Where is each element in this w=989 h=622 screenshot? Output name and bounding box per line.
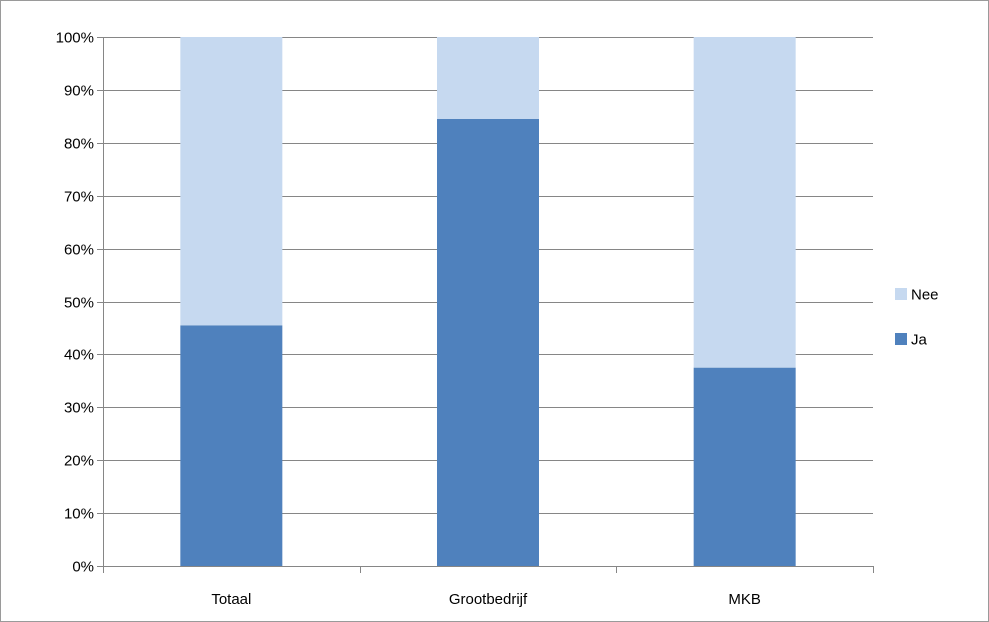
y-tick-label: 0%: [72, 559, 94, 576]
x-tick-label: MKB: [728, 591, 761, 608]
x-tick-labels: Totaal Grootbedrijf MKB: [211, 591, 761, 608]
y-tick-label: 90%: [64, 83, 94, 100]
y-tick-label: 30%: [64, 400, 94, 417]
y-tick-label: 60%: [64, 242, 94, 259]
y-tick-label: 10%: [64, 506, 94, 523]
bar-ja-totaal: [180, 325, 283, 566]
y-tick-label: 100%: [56, 30, 94, 47]
bars: [180, 37, 796, 567]
y-tick-labels: 0% 10% 20% 30% 40% 50% 60% 70% 80% 90% 100%: [56, 30, 94, 576]
bar-nee-totaal: [180, 37, 283, 326]
bar-ja-mkb: [693, 367, 796, 566]
y-tick-label: 40%: [64, 347, 94, 364]
bar-ja-grootbedrijf: [437, 118, 539, 567]
legend: Nee Ja: [895, 287, 939, 349]
legend-swatch-ja: [895, 333, 907, 345]
y-tick-label: 20%: [64, 453, 94, 470]
bar-nee-grootbedrijf: [437, 37, 539, 119]
axes: [97, 37, 874, 573]
legend-label-nee: Nee: [911, 287, 939, 304]
y-tick-label: 70%: [64, 189, 94, 206]
y-tick-label: 50%: [64, 295, 94, 312]
legend-label-ja: Ja: [911, 332, 928, 349]
x-tick-label: Grootbedrijf: [449, 591, 528, 608]
y-tick-label: 80%: [64, 136, 94, 153]
bar-nee-mkb: [693, 37, 796, 368]
x-tick-label: Totaal: [211, 591, 251, 608]
legend-swatch-nee: [895, 288, 907, 300]
